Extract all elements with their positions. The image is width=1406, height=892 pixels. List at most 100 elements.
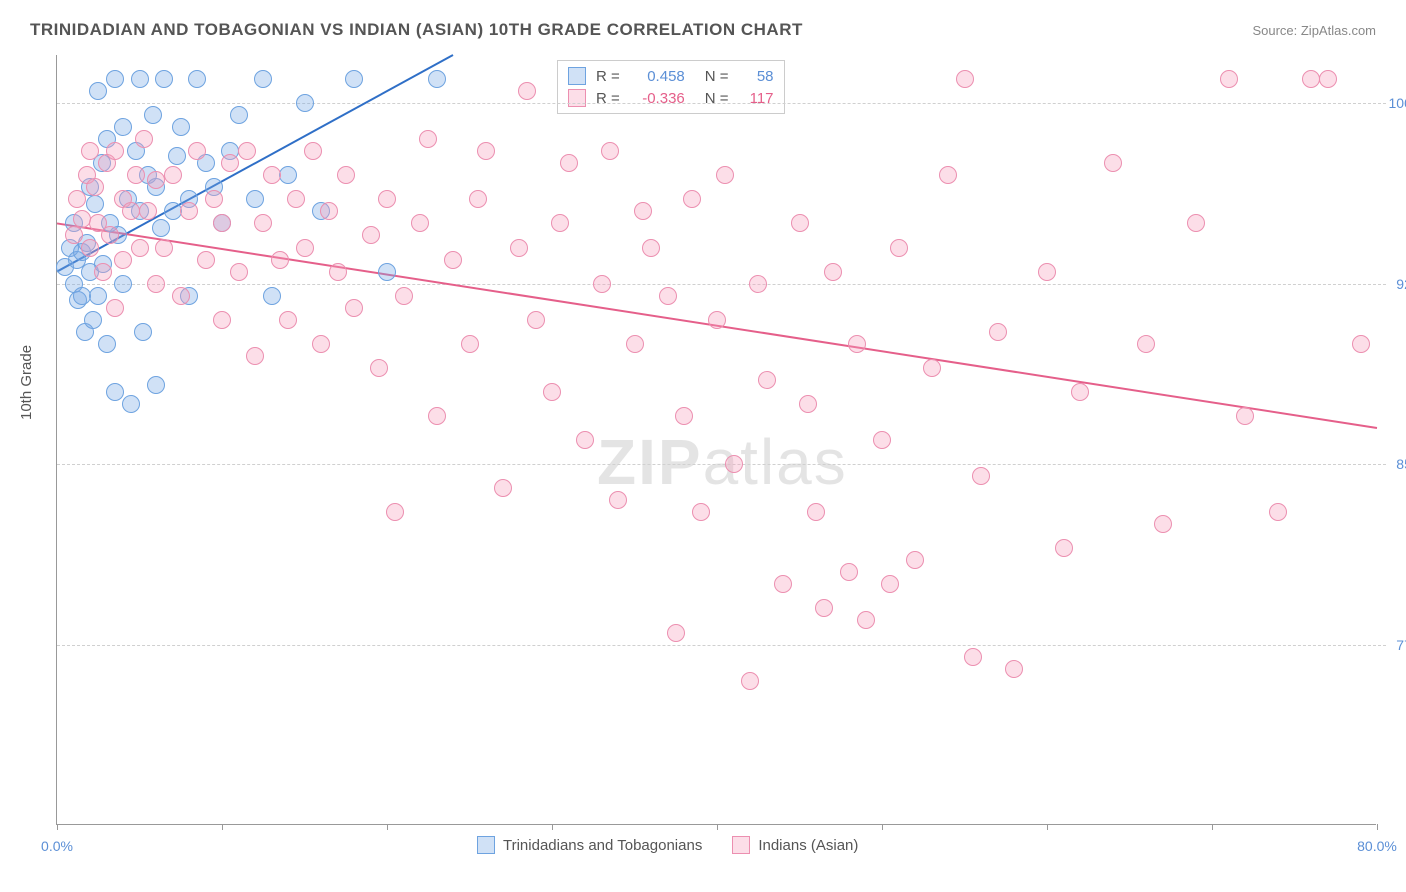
point-indian xyxy=(1236,407,1254,425)
point-indian xyxy=(956,70,974,88)
point-tt xyxy=(345,70,363,88)
point-indian xyxy=(815,599,833,617)
point-indian xyxy=(164,166,182,184)
point-indian xyxy=(1055,539,1073,557)
point-tt xyxy=(84,311,102,329)
point-tt xyxy=(168,147,186,165)
point-indian xyxy=(238,142,256,160)
point-indian xyxy=(287,190,305,208)
point-indian xyxy=(180,202,198,220)
legend-item-indian: Indians (Asian) xyxy=(732,836,858,854)
ytick-label: 85.0% xyxy=(1381,456,1406,472)
point-indian xyxy=(510,239,528,257)
ytick-label: 77.5% xyxy=(1381,637,1406,653)
point-indian xyxy=(1005,660,1023,678)
point-indian xyxy=(469,190,487,208)
chart-title: TRINIDADIAN AND TOBAGONIAN VS INDIAN (AS… xyxy=(30,20,803,40)
xtick xyxy=(222,824,223,830)
plot-area: ZIPatlas R = 0.458 N = 58 R = -0.336 N =… xyxy=(56,55,1376,825)
point-indian xyxy=(1269,503,1287,521)
point-indian xyxy=(1352,335,1370,353)
point-indian xyxy=(205,190,223,208)
point-indian xyxy=(890,239,908,257)
point-indian xyxy=(312,335,330,353)
legend-label-tt: Trinidadians and Tobagonians xyxy=(503,837,702,854)
point-indian xyxy=(725,455,743,473)
xtick xyxy=(1377,824,1378,830)
point-tt xyxy=(155,70,173,88)
point-indian xyxy=(543,383,561,401)
y-axis-label: 10th Grade xyxy=(18,345,35,420)
point-indian xyxy=(213,311,231,329)
point-indian xyxy=(155,239,173,257)
point-indian xyxy=(428,407,446,425)
point-indian xyxy=(708,311,726,329)
xtick xyxy=(717,824,718,830)
gridline-h xyxy=(57,464,1386,465)
point-indian xyxy=(395,287,413,305)
point-indian xyxy=(593,275,611,293)
point-indian xyxy=(1104,154,1122,172)
point-indian xyxy=(576,431,594,449)
point-tt xyxy=(164,202,182,220)
point-tt xyxy=(254,70,272,88)
xtick xyxy=(57,824,58,830)
gridline-h xyxy=(57,645,1386,646)
point-indian xyxy=(230,263,248,281)
point-tt xyxy=(114,275,132,293)
r-label: R = xyxy=(596,68,620,85)
n-value-tt: 58 xyxy=(739,68,774,85)
point-indian xyxy=(444,251,462,269)
point-indian xyxy=(94,263,112,281)
point-indian xyxy=(774,575,792,593)
legend-label-indian: Indians (Asian) xyxy=(758,837,858,854)
point-tt xyxy=(98,335,116,353)
point-indian xyxy=(741,672,759,690)
point-indian xyxy=(147,171,165,189)
stats-row-indian: R = -0.336 N = 117 xyxy=(568,87,774,109)
point-indian xyxy=(263,166,281,184)
point-indian xyxy=(675,407,693,425)
point-indian xyxy=(345,299,363,317)
point-indian xyxy=(667,624,685,642)
point-indian xyxy=(551,214,569,232)
point-indian xyxy=(304,142,322,160)
point-tt xyxy=(106,383,124,401)
xtick xyxy=(552,824,553,830)
swatch-tt xyxy=(568,67,586,85)
point-indian xyxy=(659,287,677,305)
point-tt xyxy=(378,263,396,281)
point-indian xyxy=(147,275,165,293)
point-tt xyxy=(86,195,104,213)
point-indian xyxy=(1137,335,1155,353)
point-indian xyxy=(68,190,86,208)
stats-row-tt: R = 0.458 N = 58 xyxy=(568,65,774,87)
point-indian xyxy=(1187,214,1205,232)
stats-box: R = 0.458 N = 58 R = -0.336 N = 117 xyxy=(557,60,785,114)
point-tt xyxy=(230,106,248,124)
xtick-label: 80.0% xyxy=(1357,838,1397,854)
point-indian xyxy=(477,142,495,160)
point-indian xyxy=(461,335,479,353)
point-tt xyxy=(246,190,264,208)
point-indian xyxy=(362,226,380,244)
point-indian xyxy=(758,371,776,389)
point-indian xyxy=(114,251,132,269)
point-indian xyxy=(1154,515,1172,533)
point-indian xyxy=(683,190,701,208)
point-indian xyxy=(254,214,272,232)
point-indian xyxy=(86,178,104,196)
point-indian xyxy=(1038,263,1056,281)
point-tt xyxy=(131,70,149,88)
ytick-label: 92.5% xyxy=(1381,276,1406,292)
point-indian xyxy=(337,166,355,184)
point-indian xyxy=(1220,70,1238,88)
point-indian xyxy=(320,202,338,220)
ytick-label: 100.0% xyxy=(1381,95,1406,111)
point-tt xyxy=(296,94,314,112)
point-indian xyxy=(135,130,153,148)
point-indian xyxy=(271,251,289,269)
point-indian xyxy=(716,166,734,184)
point-indian xyxy=(749,275,767,293)
point-indian xyxy=(692,503,710,521)
